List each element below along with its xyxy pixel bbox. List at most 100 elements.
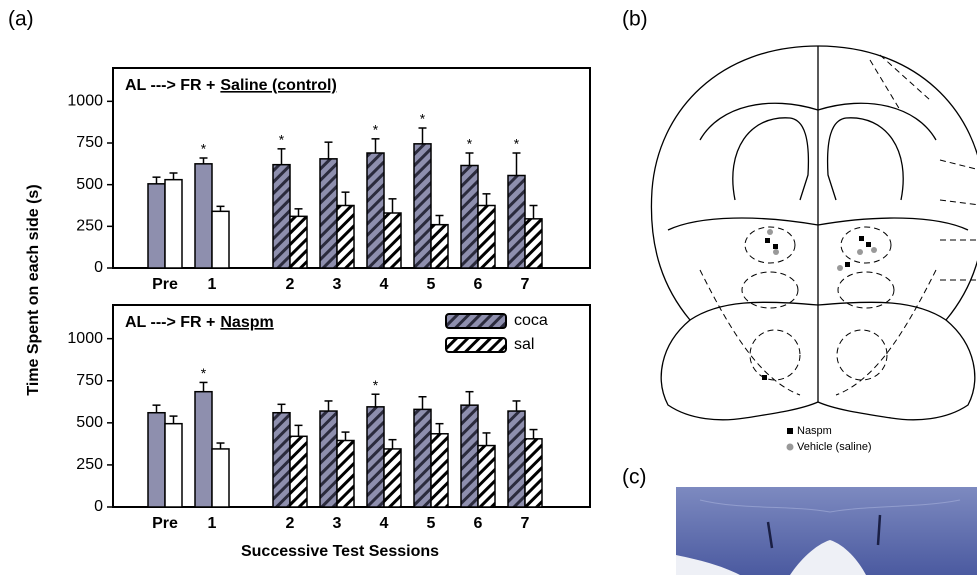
y-tick-label: 500: [76, 414, 103, 431]
error-bar: [418, 127, 427, 144]
error-bar: [418, 395, 427, 410]
brain-diagram: [650, 45, 977, 421]
x-tick-label: 2: [286, 515, 295, 532]
significance-mark: *: [420, 111, 426, 127]
panel-label: (c): [622, 466, 647, 489]
bar: [413, 143, 432, 269]
x-tick-label: Pre: [152, 276, 178, 293]
significance-mark: *: [279, 132, 285, 148]
significance-mark: *: [373, 377, 379, 393]
bar: [164, 422, 183, 508]
x-tick-label: 3: [333, 276, 342, 293]
chart-title: AL ---> FR + Saline (control): [125, 77, 337, 94]
bar: [477, 444, 496, 508]
y-tick-label: 250: [76, 218, 103, 235]
y-tick-label: 750: [76, 372, 103, 389]
significance-mark: *: [201, 365, 207, 381]
legend-swatch: [445, 313, 507, 329]
bar: [272, 411, 291, 508]
error-bar: [435, 422, 444, 434]
bar: [460, 404, 479, 508]
legend-label: Vehicle (saline): [797, 441, 872, 453]
significance-mark: *: [467, 136, 473, 152]
bar: [524, 218, 543, 269]
error-bar: [324, 141, 333, 159]
error-bar: [512, 400, 521, 412]
error-bar: [465, 152, 474, 166]
x-tick-label: 6: [474, 276, 483, 293]
x-tick-label: 4: [380, 276, 389, 293]
error-bar: [277, 148, 286, 165]
error-bar: [169, 172, 178, 180]
bar: [147, 183, 166, 269]
error-bar: [199, 157, 208, 164]
legend-label: Naspm: [797, 425, 832, 437]
error-bar: [169, 415, 178, 424]
error-bar: [388, 198, 397, 213]
error-bar: [277, 403, 286, 413]
y-tick-label: 0: [94, 259, 103, 276]
error-bar: [529, 428, 538, 439]
error-bar: [529, 204, 538, 219]
error-bar: [388, 438, 397, 449]
bar: [194, 163, 213, 269]
x-tick-label: 6: [474, 515, 483, 532]
error-bar: [465, 390, 474, 406]
bar: [336, 439, 355, 508]
error-bar: [341, 191, 350, 206]
bar: [366, 406, 385, 508]
x-tick-label: 2: [286, 276, 295, 293]
x-tick-label: 5: [427, 276, 436, 293]
histology-image: [676, 487, 977, 575]
bar: [147, 411, 166, 508]
panel-label: (a): [8, 8, 34, 31]
bar: [524, 438, 543, 508]
bar: [289, 215, 308, 269]
error-bar: [152, 176, 161, 184]
error-bar: [435, 214, 444, 225]
bar: [460, 164, 479, 269]
error-bar: [199, 381, 208, 392]
y-tick-label: 500: [76, 176, 103, 193]
bar: [413, 408, 432, 508]
x-tick-label: Pre: [152, 515, 178, 532]
bar: [319, 410, 338, 508]
chart-title: AL ---> FR + Naspm: [125, 314, 274, 331]
error-bar: [216, 442, 225, 449]
x-axis-title: Successive Test Sessions: [241, 543, 439, 560]
x-tick-label: 1: [208, 276, 217, 293]
bar: [366, 152, 385, 269]
bar: [507, 174, 526, 269]
significance-mark: *: [373, 122, 379, 138]
bar: [272, 163, 291, 269]
error-bar: [371, 138, 380, 153]
x-tick-label: 7: [521, 515, 530, 532]
title-part: Naspm: [220, 314, 273, 331]
significance-mark: *: [514, 136, 520, 152]
bar: [430, 433, 449, 508]
error-bar: [294, 424, 303, 437]
y-tick-label: 1000: [67, 330, 103, 347]
bar: [289, 435, 308, 508]
x-tick-label: 5: [427, 515, 436, 532]
error-bar: [341, 431, 350, 441]
bar: [383, 448, 402, 508]
bar: [194, 390, 213, 508]
y-tick-label: 0: [94, 498, 103, 515]
x-tick-label: 3: [333, 515, 342, 532]
error-bar: [152, 404, 161, 413]
x-tick-label: 7: [521, 276, 530, 293]
error-bar: [482, 432, 491, 446]
title-part: AL ---> FR +: [125, 77, 215, 94]
error-bar: [512, 152, 521, 176]
legend-label: coca: [514, 312, 548, 329]
error-bar: [294, 208, 303, 217]
bar: [477, 204, 496, 269]
title-part: AL ---> FR +: [125, 314, 215, 331]
error-bar: [482, 193, 491, 206]
y-axis-title: Time Spent on each side (s): [25, 184, 42, 395]
bar: [383, 212, 402, 269]
x-tick-label: 1: [208, 515, 217, 532]
